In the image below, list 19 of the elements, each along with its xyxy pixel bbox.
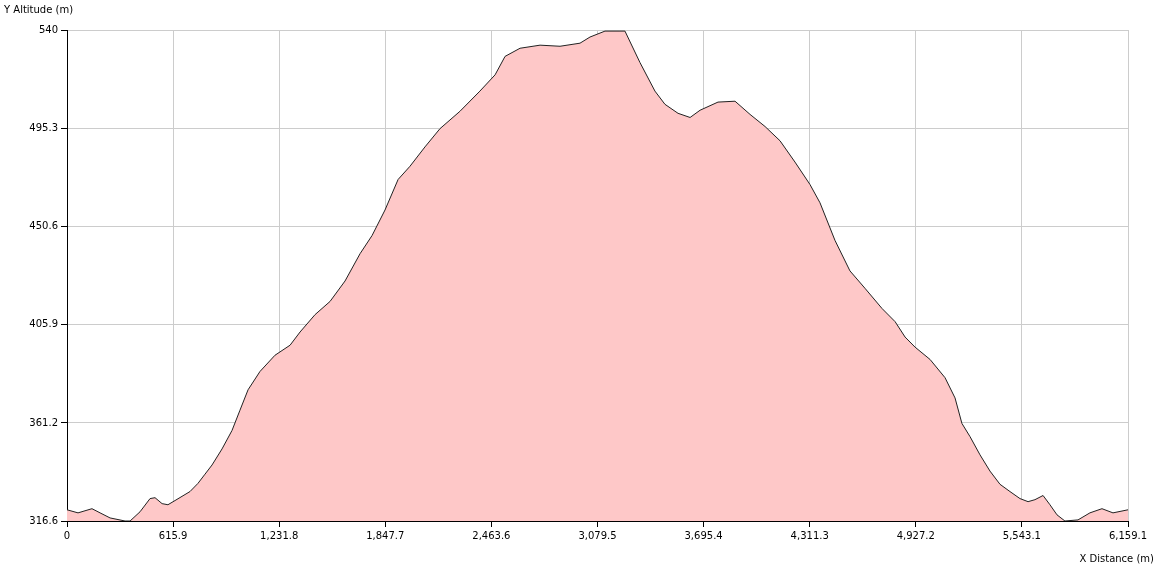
x-tick-label: 5,543.1 <box>1002 529 1041 541</box>
y-axis-title: Y Altitude (m) <box>4 4 74 15</box>
y-tick-label: 495.3 <box>29 121 58 133</box>
y-tick-label: 405.9 <box>29 318 58 330</box>
x-tick-label: 1,231.8 <box>260 529 299 541</box>
x-tick-label: 0 <box>63 529 71 541</box>
x-tick-label: 615.9 <box>158 529 188 541</box>
x-tick-label: 6,159.1 <box>1108 529 1148 541</box>
x-tick-label: 4,311.3 <box>790 529 829 541</box>
y-tick-label: 361.2 <box>29 416 58 428</box>
x-tick-label: 2,463.6 <box>472 529 511 541</box>
y-tick-label: 316.6 <box>29 514 58 526</box>
x-tick-label: 1,847.7 <box>366 529 405 541</box>
x-tick-label: 3,079.5 <box>578 529 617 541</box>
x-tick-label: 4,927.2 <box>896 529 935 541</box>
y-tick-label: 450.6 <box>29 220 58 232</box>
x-axis-title: X Distance (m) <box>1079 553 1154 564</box>
x-tick-label: 3,695.4 <box>684 529 723 541</box>
y-tick-label: 540 <box>38 23 58 35</box>
